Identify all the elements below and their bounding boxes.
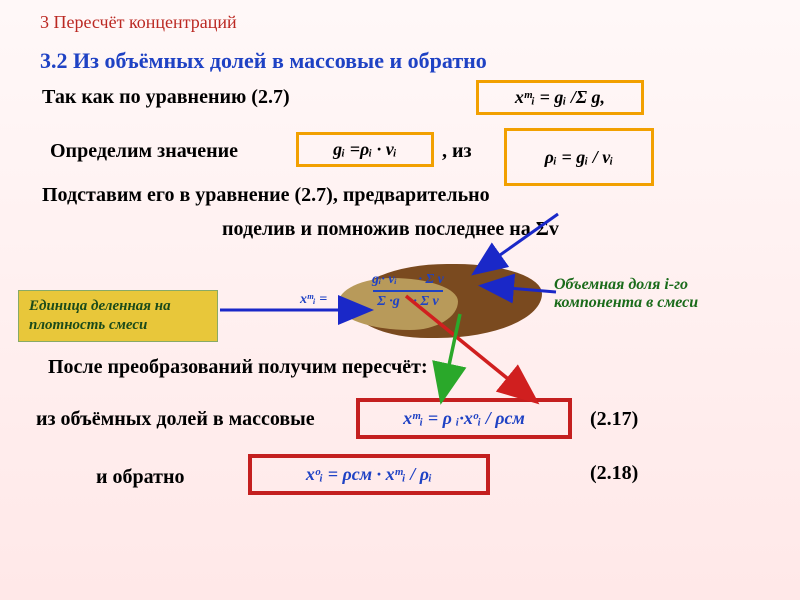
text-substitute: Подставим его в уравнение (2.7), предвар… — [42, 184, 490, 207]
text-from: , из — [442, 140, 472, 163]
fraction-expression: gᵢ· vᵢ · Σ v Σ ·g · Σ v — [368, 272, 448, 310]
frac-prefix: xᵐᵢ = — [300, 292, 327, 308]
frac-numerator: gᵢ· vᵢ · Σ v — [368, 272, 448, 290]
eq-gi-rhs: ρᵢ · vᵢ — [360, 139, 397, 160]
frac-num-left: gᵢ· vᵢ — [372, 272, 397, 287]
chapter-header: 3 Пересчёт концентраций — [40, 12, 237, 33]
annotation-right: Объемная доля i-го компонента в смеси — [554, 276, 698, 312]
eq-box-gi: gᵢ = ρᵢ · vᵢ — [296, 132, 434, 167]
eq-box-217: xᵐᵢ = ρ ᵢ·xᵒᵢ / ρсм — [356, 398, 572, 439]
text-divide-multiply: поделив и помножив последнее на Σv — [222, 218, 559, 241]
frac-den-left: Σ ·g — [377, 294, 403, 309]
eqnum-218: (2.18) — [590, 462, 638, 485]
eq-box-mass-fraction: xᵐᵢ = gᵢ /Σ g, — [476, 80, 644, 115]
eq-218-text: xᵒᵢ = ρсм · xᵐᵢ / ρᵢ — [306, 464, 432, 485]
text-after-transform: После преобразований получим пересчёт: — [48, 356, 428, 379]
annotation-left-text: Единица деленная на плотность смеси — [29, 298, 171, 333]
frac-prefix-text: xᵐᵢ = — [300, 292, 327, 307]
annotation-right-l1: Объемная доля i-го — [554, 276, 698, 294]
section-title: 3.2 Из объёмных долей в массовые и обрат… — [40, 48, 487, 74]
frac-num-right: · Σ v — [418, 272, 443, 287]
eq-217-text: xᵐᵢ = ρ ᵢ·xᵒᵢ / ρсм — [403, 408, 525, 429]
eq-text: xᵐᵢ = gᵢ /Σ g, — [515, 87, 605, 108]
eq-box-rho: ρᵢ = gᵢ / vᵢ — [504, 128, 654, 186]
text-line-1: Так как по уравнению (2.7) — [42, 86, 290, 109]
eq-gi-lhs: gᵢ = — [333, 139, 360, 160]
frac-den-right: · Σ v — [413, 294, 438, 309]
text-to-mass: из объёмных долей в массовые — [36, 408, 315, 431]
text-reverse: и обратно — [96, 466, 184, 489]
eq-rho: ρᵢ = gᵢ / vᵢ — [545, 147, 614, 168]
frac-denominator: Σ ·g · Σ v — [373, 290, 443, 310]
text-define: Определим значение — [50, 140, 238, 163]
eqnum-217: (2.17) — [590, 408, 638, 431]
text-divide-multiply-span: поделив и помножив последнее на Σv — [222, 218, 559, 240]
annotation-left: Единица деленная на плотность смеси — [18, 290, 218, 342]
eq-box-218: xᵒᵢ = ρсм · xᵐᵢ / ρᵢ — [248, 454, 490, 495]
annotation-right-l2: компонента в смеси — [554, 294, 698, 312]
